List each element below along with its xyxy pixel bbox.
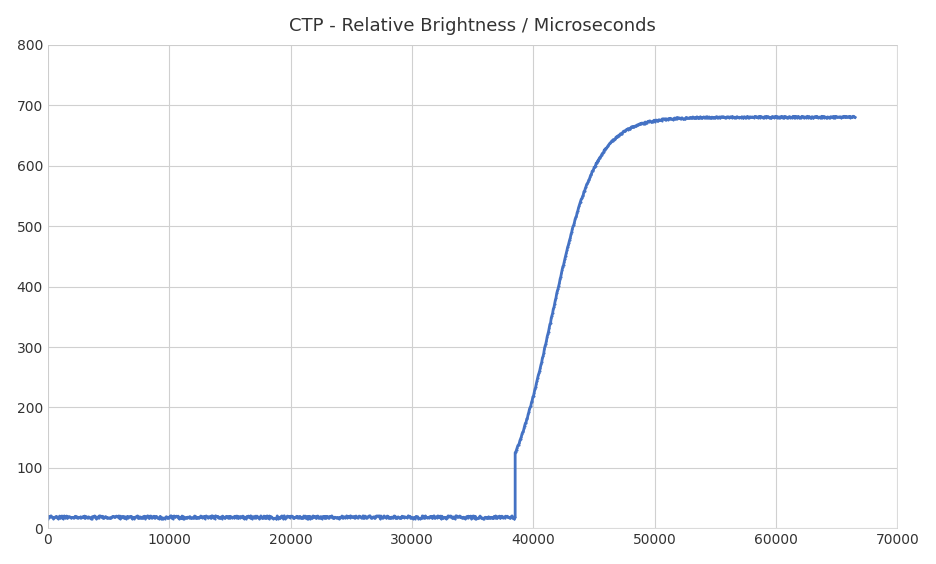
Title: CTP - Relative Brightness / Microseconds: CTP - Relative Brightness / Microseconds bbox=[289, 17, 656, 34]
